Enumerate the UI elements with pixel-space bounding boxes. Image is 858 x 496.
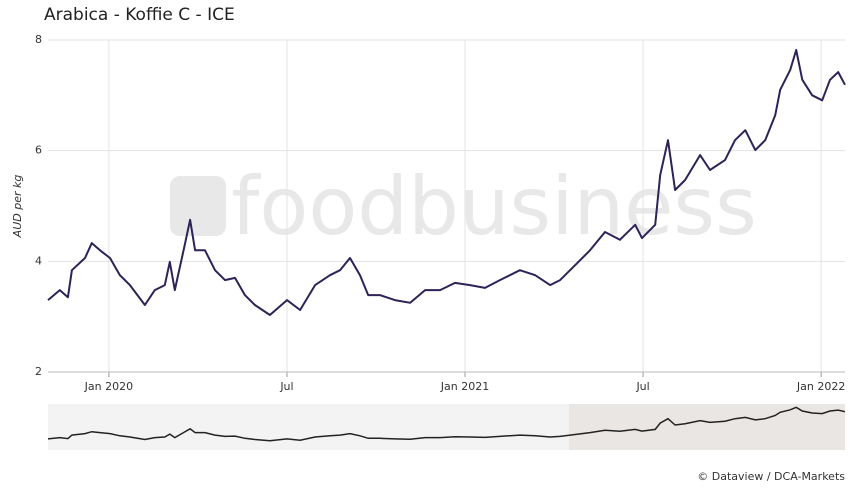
watermark-icon (170, 176, 226, 236)
x-tick-label: Jan 2020 (84, 380, 133, 393)
x-tick-label: Jan 2022 (796, 380, 845, 393)
y-tick-label: 2 (35, 365, 42, 378)
x-tick-label: Jul (635, 380, 649, 393)
y-tick-label: 6 (35, 144, 42, 157)
chart-title: Arabica - Koffie C - ICE (44, 5, 235, 25)
navigator-line (47, 406, 846, 442)
y-tick-label: 8 (35, 33, 42, 46)
navigator-window (569, 404, 845, 450)
x-tick-label: Jul (279, 380, 293, 393)
watermark: foodbusiness (231, 160, 757, 253)
price-line (47, 49, 846, 316)
x-tick-label: Jan 2021 (440, 380, 489, 393)
credit: © Dataview / DCA-Markets (697, 470, 845, 483)
y-axis-label: AUD per kg (11, 175, 24, 239)
y-tick-label: 4 (35, 254, 42, 267)
